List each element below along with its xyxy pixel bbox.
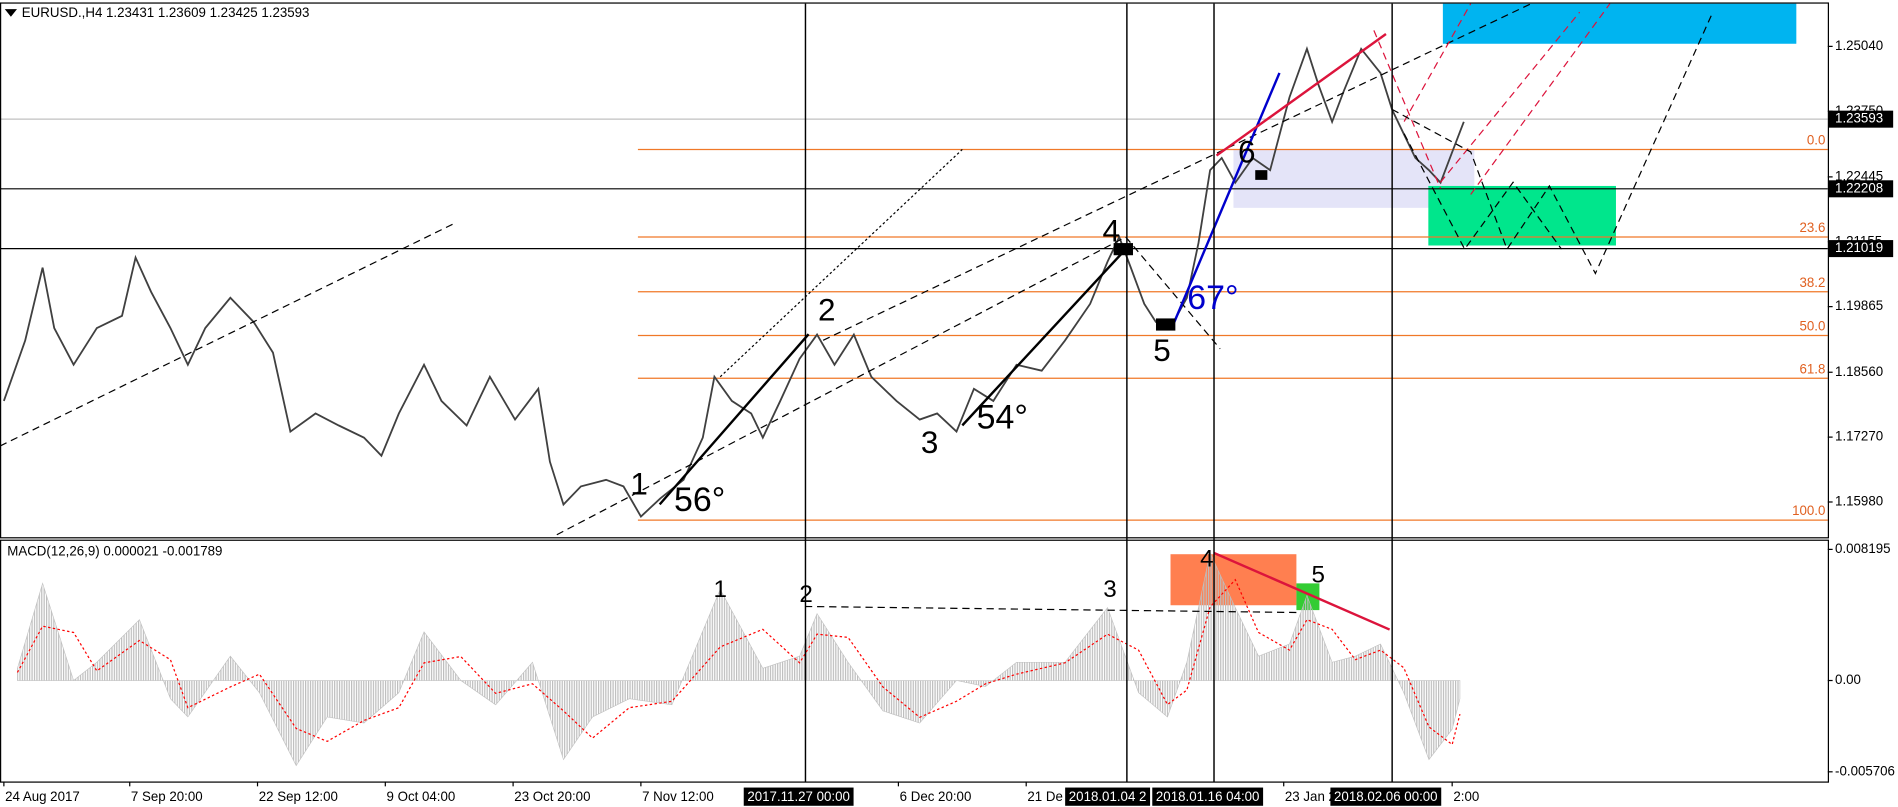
series xyxy=(3,46,1465,767)
price-label-box xyxy=(1829,110,1894,128)
trend-line xyxy=(719,149,963,378)
time-label-box xyxy=(1065,787,1151,806)
wave-label: 2 xyxy=(818,292,835,328)
wave-label: 67° xyxy=(1187,279,1238,317)
frame xyxy=(0,2,1830,783)
trend-line xyxy=(1215,33,1387,157)
y-tick-label: 1.19865 xyxy=(1835,298,1883,313)
price-line-series xyxy=(3,46,1465,518)
price-label: 1.23593 xyxy=(1835,111,1883,126)
price-pane xyxy=(0,2,1830,539)
chart-title: EURUSD.,H4 1.23431 1.23609 1.23425 1.235… xyxy=(22,5,310,20)
fib-label: 100.0 xyxy=(1792,503,1825,518)
y-tick-label: 1.25040 xyxy=(1835,38,1883,53)
trend-line xyxy=(1470,3,1611,195)
marker xyxy=(1255,170,1268,180)
trend-line xyxy=(1439,11,1581,183)
x-tick-label: 7 Nov 12:00 xyxy=(642,789,714,804)
price-label: 1.22208 xyxy=(1835,180,1883,195)
zone-box xyxy=(1428,185,1616,246)
wave-label: 5 xyxy=(1311,561,1324,588)
time-label-box xyxy=(1152,787,1264,806)
marker xyxy=(1113,243,1133,256)
trend-line xyxy=(822,3,1532,341)
x-tick-label: 7 Sep 20:00 xyxy=(131,789,203,804)
y-tick-label: 1.18560 xyxy=(1835,364,1883,379)
time-label: 2018.01.04 2 xyxy=(1069,789,1147,804)
macd-histogram xyxy=(17,551,1461,767)
indicator-title: MACD(12,26,9) 0.000021 -0.001789 xyxy=(7,543,222,558)
trend-line xyxy=(1403,3,1472,122)
x-tick-label: 2:00 xyxy=(1453,789,1479,804)
y-tick-label: 1.17270 xyxy=(1835,429,1883,444)
y-tick-label: 0.00 xyxy=(1835,672,1861,687)
wave-label: 1 xyxy=(713,576,726,603)
price-label: 1.21019 xyxy=(1835,240,1883,255)
price-label-box xyxy=(1829,180,1894,198)
drawings-back xyxy=(1170,3,1797,611)
divergence-line xyxy=(804,605,1302,614)
levels xyxy=(0,45,1833,787)
macd-box xyxy=(1296,583,1320,611)
angle-line xyxy=(658,333,810,506)
y-tick-label: 0.008195 xyxy=(1835,541,1890,556)
y-tick-label: 1.22445 xyxy=(1835,168,1883,183)
wave-label: 3 xyxy=(1103,576,1116,603)
macd-pane xyxy=(0,539,1830,783)
fib-label: 23.6 xyxy=(1799,220,1825,235)
x-tick-label: 23 Oct 20:00 xyxy=(514,789,590,804)
time-label: 2018.01.16 04:00 xyxy=(1156,789,1260,804)
wave-label: 1 xyxy=(630,465,647,501)
time-label-box xyxy=(743,787,854,806)
projection xyxy=(1403,133,1562,251)
wave-label: 2 xyxy=(799,581,812,608)
fib-label: 61.8 xyxy=(1799,361,1825,376)
marker xyxy=(1155,318,1176,331)
trend-line xyxy=(556,236,1127,536)
wave-label: 6 xyxy=(1238,134,1255,170)
divergence-line xyxy=(1213,551,1391,631)
wave-label: 4 xyxy=(1200,546,1213,573)
y-tick-label: -0.005706 xyxy=(1835,763,1895,778)
time-label: 2017.11.27 00:00 xyxy=(747,789,850,804)
x-tick-label: 21 De xyxy=(1027,789,1063,804)
target-box xyxy=(1442,3,1797,44)
trend-line xyxy=(1125,236,1221,350)
x-tick-label: 24 Aug 2017 xyxy=(5,789,80,804)
price-label-box xyxy=(1829,240,1894,258)
angle-line xyxy=(1170,72,1281,329)
wave-label: 4 xyxy=(1102,213,1119,249)
labels: EURUSD.,H4 1.23431 1.23609 1.23425 1.235… xyxy=(5,5,1895,806)
x-tick-label: 9 Oct 04:00 xyxy=(387,789,456,804)
wave-label: 54° xyxy=(977,398,1028,436)
fib-label: 50.0 xyxy=(1799,319,1825,334)
wave-label: 3 xyxy=(921,424,938,460)
x-tick-label: 23 Jan 2 xyxy=(1285,789,1336,804)
wave-label: 5 xyxy=(1153,332,1170,368)
menu-icon xyxy=(4,9,17,17)
trend-line xyxy=(1373,30,1442,189)
drawings xyxy=(0,3,1714,782)
time-label-box xyxy=(1330,787,1442,806)
fib-label: 0.0 xyxy=(1807,132,1825,147)
wave-label: 56° xyxy=(674,481,725,519)
y-tick-label: 1.15980 xyxy=(1835,494,1883,509)
fib-label: 38.2 xyxy=(1799,275,1825,290)
x-tick-label: 6 Dec 20:00 xyxy=(900,789,972,804)
time-label: 2018.02.06 00:00 xyxy=(1334,789,1438,804)
projection xyxy=(1391,11,1714,275)
x-tick-label: 22 Sep 12:00 xyxy=(259,789,338,804)
angle-line xyxy=(961,248,1127,427)
